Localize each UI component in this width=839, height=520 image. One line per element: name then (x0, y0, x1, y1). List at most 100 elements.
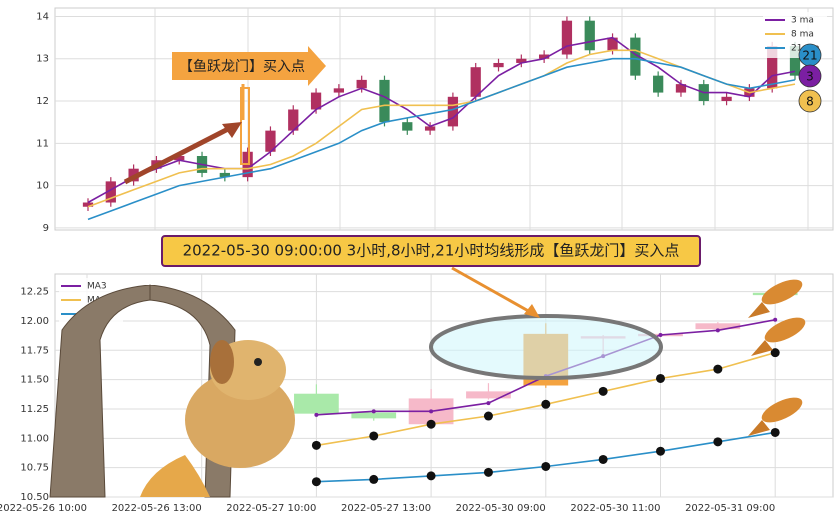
fish-icon (761, 279, 803, 305)
candle-body (351, 412, 397, 419)
candle-body (466, 391, 511, 399)
fish-tail-icon (748, 420, 770, 436)
y-tick-label: 11.50 (20, 375, 49, 386)
ma-point (483, 467, 493, 477)
dog-ear (210, 340, 234, 384)
end-marker (798, 89, 822, 113)
candle-body (424, 126, 436, 131)
y-tick-label: 11.25 (20, 404, 49, 415)
y-tick-label: 12.25 (20, 287, 49, 298)
x-tick-label: 2022-05-27 10:00 (226, 503, 316, 514)
fish-tail-icon (748, 302, 770, 318)
ma-point (598, 454, 608, 464)
ma-line (87, 57, 796, 221)
candle-body (356, 79, 367, 89)
annotation-text: 【鱼跃龙门】买入点 (179, 58, 305, 75)
y-tick-label: 10.75 (20, 463, 49, 474)
candle-body (470, 67, 481, 97)
highlight-ellipse (429, 314, 663, 380)
x-tick-label: 2022-05-26 13:00 (112, 503, 202, 514)
plot-frame (54, 7, 834, 231)
candle-body (174, 156, 185, 161)
ma-point (770, 348, 780, 358)
banner (161, 235, 701, 267)
candle-body (630, 37, 641, 76)
candle-body (265, 130, 276, 152)
fish-icon (761, 397, 803, 423)
x-tick-label: 2022-05-26 10:00 (0, 503, 87, 514)
y-tick-label: 11 (36, 138, 49, 149)
ma-point (715, 328, 720, 333)
candle-body (333, 88, 345, 93)
y-tick-label: 12 (36, 96, 49, 107)
candle-body (82, 202, 94, 207)
ma-point (314, 412, 319, 417)
ma-point (713, 437, 723, 447)
candle-body (607, 37, 618, 51)
candle-body (402, 122, 413, 131)
legend-label: 8 ma (791, 30, 814, 40)
ma-point (486, 401, 491, 406)
y-tick-label: 9 (43, 223, 49, 234)
trend-arrow (123, 125, 232, 185)
candle-body (584, 20, 595, 51)
banner-text: 2022-05-30 09:00:00 3小时,8小时,21小时均线形成【鱼跃龙… (183, 242, 680, 260)
candle-body (721, 96, 732, 102)
candle-body (219, 172, 230, 178)
ma-point (429, 409, 434, 414)
ma-point (426, 419, 436, 429)
ma-point (656, 373, 665, 383)
candle-body (516, 58, 527, 63)
x-tick-label: 2022-05-30 09:00 (456, 503, 546, 514)
y-tick-label: 10.50 (20, 492, 49, 503)
ma-line (87, 36, 796, 204)
ma-point (773, 317, 778, 322)
ma-point (598, 386, 608, 396)
trend-arrow-head (222, 122, 242, 138)
x-tick-label: 2022-05-31 09:00 (685, 503, 775, 514)
end-marker-label: 3 (806, 70, 814, 84)
candle-body (288, 109, 299, 131)
candle-body (653, 75, 664, 93)
end-marker-label: 21 (802, 49, 817, 63)
y-tick-label: 14 (36, 11, 49, 22)
banner-arrow (451, 266, 533, 315)
candle-body (561, 20, 573, 55)
ma-point (369, 431, 379, 441)
ma-point (369, 474, 379, 484)
dog-body (185, 372, 295, 468)
x-tick-label: 2022-05-30 11:00 (570, 503, 660, 514)
ma-point (371, 409, 376, 414)
fish-icon (764, 317, 806, 343)
y-tick-label: 12.00 (20, 316, 49, 327)
y-tick-label: 11.00 (20, 433, 49, 444)
candle-body (675, 84, 687, 93)
annotation-shape (172, 46, 326, 86)
ma-point (541, 399, 551, 409)
candle-body (767, 46, 778, 89)
dog-eye (254, 358, 262, 366)
candle-body (493, 62, 504, 68)
end-marker-label: 8 (806, 95, 814, 109)
candle-body (789, 46, 801, 76)
ma-point (311, 477, 321, 487)
candle-body (379, 79, 390, 123)
ma-point (311, 440, 321, 450)
banner-arrow-head (524, 304, 540, 318)
candle-body (447, 96, 459, 127)
candle-body (294, 393, 339, 414)
y-tick-label: 10 (36, 181, 49, 192)
x-tick-label: 2022-05-27 13:00 (341, 503, 431, 514)
y-tick-label: 13 (36, 54, 49, 65)
ma-point (541, 461, 551, 471)
ma-point (658, 333, 663, 338)
legend-label: MA3 (87, 282, 107, 292)
candle-body (105, 181, 116, 203)
legend-label: 3 ma (791, 16, 814, 26)
ma-point (483, 411, 493, 421)
ma-point (656, 446, 665, 456)
ma-point (713, 364, 723, 374)
buy-box (240, 87, 250, 165)
fish-tail (140, 455, 210, 497)
